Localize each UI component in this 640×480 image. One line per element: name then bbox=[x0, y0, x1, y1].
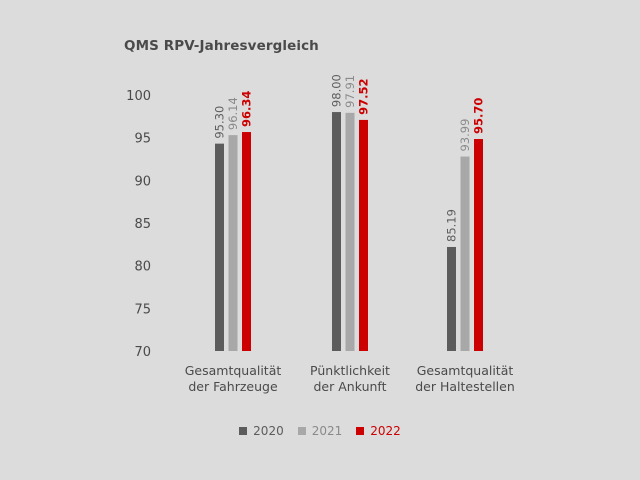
bar-2022 bbox=[242, 132, 251, 351]
bar-2021 bbox=[228, 135, 238, 351]
y-tick-label: 75 bbox=[134, 302, 151, 317]
bar-2020 bbox=[215, 143, 224, 351]
data-label: 95.70 bbox=[472, 98, 486, 134]
bar-2020 bbox=[447, 246, 456, 351]
y-tick-label: 100 bbox=[126, 89, 151, 104]
data-label: 96.14 bbox=[226, 97, 240, 130]
y-tick-label: 95 bbox=[134, 132, 151, 147]
data-label: 85.19 bbox=[445, 209, 459, 242]
legend-item-2022: 2022 bbox=[356, 424, 401, 438]
y-tick-label: 90 bbox=[134, 174, 151, 189]
legend-swatch bbox=[297, 427, 306, 435]
bar-2021 bbox=[460, 156, 470, 351]
data-label: 96.34 bbox=[240, 91, 254, 127]
x-category-label: der Fahrzeuge bbox=[188, 379, 278, 394]
x-category-label: Gesamtqualität bbox=[185, 363, 282, 378]
data-label: 93.99 bbox=[458, 119, 472, 152]
data-label: 97.91 bbox=[343, 75, 357, 108]
legend-item-2020: 2020 bbox=[239, 424, 284, 438]
legend-swatch bbox=[356, 427, 365, 435]
y-tick-label: 80 bbox=[134, 260, 151, 275]
x-category-label: Pünktlichkeit bbox=[310, 363, 390, 378]
legend-label: 2022 bbox=[370, 424, 401, 438]
x-category-label: der Ankunft bbox=[314, 379, 387, 394]
bar-2022 bbox=[474, 139, 483, 351]
bar-2021 bbox=[345, 112, 355, 352]
data-label: 97.52 bbox=[357, 79, 371, 115]
y-tick-label: 70 bbox=[134, 345, 151, 360]
chart-title: QMS RPV-Jahresvergleich bbox=[124, 38, 319, 54]
legend-label: 2020 bbox=[253, 424, 284, 438]
data-label: 98.00 bbox=[330, 74, 344, 107]
bar-2020 bbox=[332, 112, 341, 351]
bar-2022 bbox=[359, 119, 368, 352]
data-label: 95.30 bbox=[213, 106, 227, 139]
legend-swatch bbox=[239, 427, 248, 435]
legend-label: 2021 bbox=[311, 424, 343, 438]
bar-chart: 70 75 80 85 90 95 100 95.30 96.14 96.34 Gesamtqual… bbox=[126, 74, 515, 394]
y-tick-label: 85 bbox=[134, 217, 151, 232]
legend-item-2021: 2021 bbox=[297, 424, 343, 438]
x-category-label: Gesamtqualität bbox=[417, 363, 514, 378]
chart-legend: 2020 2021 2022 bbox=[0, 424, 640, 438]
x-category-label: der Haltestellen bbox=[415, 379, 515, 394]
